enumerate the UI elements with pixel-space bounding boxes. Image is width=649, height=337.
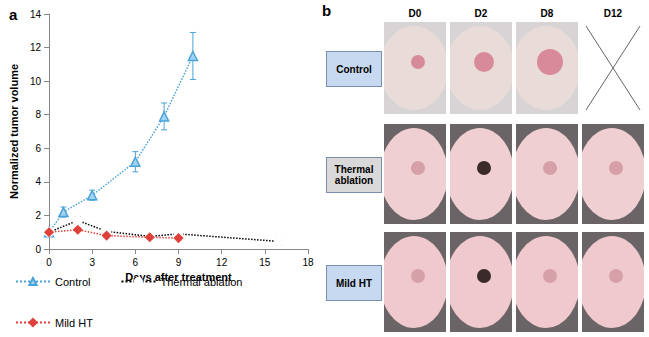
svg-text:Mild HT: Mild HT <box>55 317 93 329</box>
svg-text:a: a <box>9 6 18 23</box>
svg-text:Control: Control <box>55 276 90 288</box>
svg-text:0: 0 <box>35 244 41 255</box>
svg-text:Normalized tumor volume: Normalized tumor volume <box>8 64 20 199</box>
svg-text:4: 4 <box>35 176 41 187</box>
svg-text:3: 3 <box>89 257 95 268</box>
svg-text:14: 14 <box>30 9 42 20</box>
svg-text:18: 18 <box>302 257 314 268</box>
svg-text:9: 9 <box>176 257 182 268</box>
svg-text:8: 8 <box>35 109 41 120</box>
svg-text:Thermal ablation: Thermal ablation <box>160 276 242 288</box>
svg-text:10: 10 <box>30 76 42 87</box>
html-text:D12: D12 <box>603 8 623 19</box>
svg-text:12: 12 <box>30 42 42 53</box>
html-text:Mild HT: Mild HT <box>335 277 372 289</box>
svg-text:2: 2 <box>35 210 41 221</box>
svg-text:6: 6 <box>133 257 139 268</box>
svg-text:0: 0 <box>46 257 52 268</box>
html-text:D8: D8 <box>540 8 554 19</box>
svg-text:12: 12 <box>216 257 228 268</box>
svg-text:15: 15 <box>259 257 271 268</box>
html-text:b: b <box>322 2 332 19</box>
html-text:Thermal ablation: Thermal ablation <box>334 164 374 186</box>
svg-text:6: 6 <box>35 143 41 154</box>
html-text:Control: Control <box>336 63 372 75</box>
html-text:D0: D0 <box>408 8 422 19</box>
html-text:D2: D2 <box>474 8 488 19</box>
